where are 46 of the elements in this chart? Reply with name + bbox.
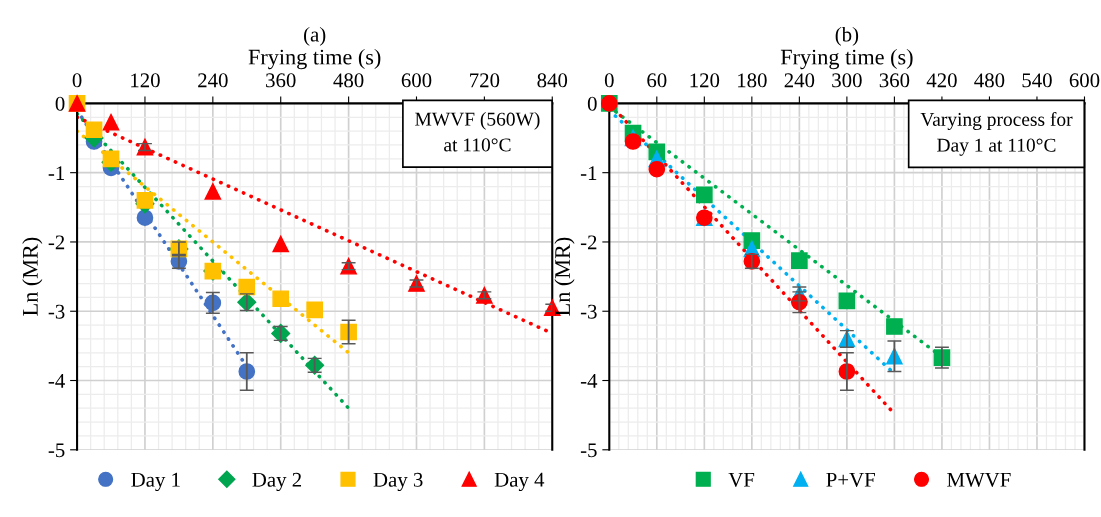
y-tick-label: -3 bbox=[580, 304, 597, 319]
legend-label: Day 4 bbox=[494, 472, 545, 492]
annotation: MWVF (560W) at 110°C bbox=[415, 112, 540, 152]
y-tick-label: -1 bbox=[580, 166, 597, 180]
x-axis-title: Frying time (s) bbox=[248, 48, 381, 70]
x-tick-label: 420 bbox=[926, 73, 957, 88]
y-tick-label: -1 bbox=[48, 166, 65, 180]
y-tick-label: -3 bbox=[48, 304, 65, 319]
x-tick-label: 240 bbox=[198, 73, 228, 88]
y-axis-title: Ln (MR) bbox=[554, 237, 575, 316]
legend-label: MWVF bbox=[947, 472, 1011, 487]
y-tick-label: 0 bbox=[55, 96, 65, 111]
x-tick-label: 60 bbox=[647, 73, 667, 88]
y-tick-label: -4 bbox=[580, 374, 598, 388]
x-tick-label: 720 bbox=[470, 73, 500, 88]
chart-title: (a) bbox=[304, 26, 326, 46]
legend-label: P+VF bbox=[826, 472, 875, 487]
chart-title: (b) bbox=[835, 26, 859, 46]
annotation: Varying process for Day 1 at 110°C bbox=[920, 112, 1073, 156]
x-tick-label: 840 bbox=[537, 73, 568, 88]
x-tick-label: 360 bbox=[879, 73, 910, 88]
x-tick-label: 600 bbox=[1069, 73, 1100, 88]
x-axis-title: Frying time (s) bbox=[780, 48, 913, 70]
y-tick-label: -2 bbox=[580, 235, 597, 250]
x-tick-label: 480 bbox=[333, 73, 364, 88]
legend-label: Day 3 bbox=[373, 472, 423, 492]
legend-label: VF bbox=[728, 472, 755, 487]
x-tick-label: 0 bbox=[72, 73, 82, 88]
x-tick-label: 600 bbox=[401, 73, 432, 88]
legend-label: Day 2 bbox=[252, 472, 302, 492]
x-tick-label: 120 bbox=[131, 73, 160, 88]
x-tick-label: 360 bbox=[266, 73, 296, 88]
y-tick-label: -5 bbox=[48, 443, 65, 458]
x-tick-label: 540 bbox=[1022, 73, 1052, 88]
y-tick-label: 0 bbox=[587, 96, 597, 111]
x-tick-label: 180 bbox=[738, 73, 767, 88]
x-tick-label: 480 bbox=[974, 73, 1005, 88]
y-tick-label: -4 bbox=[48, 374, 65, 388]
y-axis-title: Ln (MR) bbox=[22, 237, 43, 316]
y-tick-label: -5 bbox=[580, 443, 597, 458]
x-tick-label: 300 bbox=[832, 73, 862, 88]
x-tick-label: 0 bbox=[604, 73, 614, 88]
y-tick-label: -2 bbox=[48, 235, 65, 250]
x-tick-label: 240 bbox=[784, 73, 815, 88]
legend-label: Day 1 bbox=[131, 472, 180, 492]
x-tick-label: 120 bbox=[690, 73, 720, 88]
